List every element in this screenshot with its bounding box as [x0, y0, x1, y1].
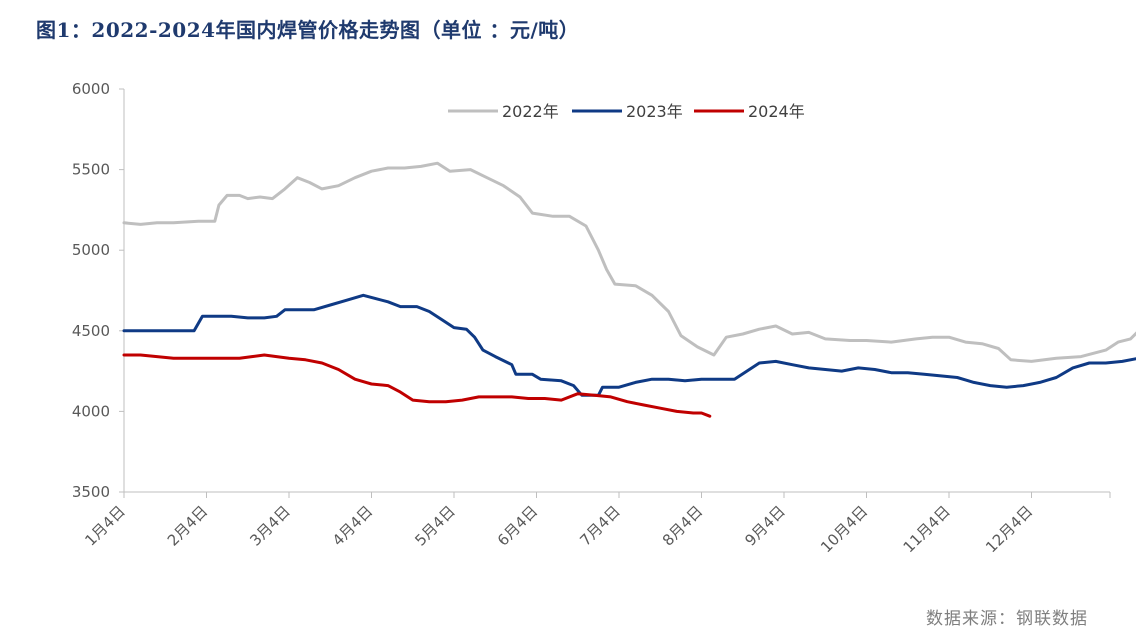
x-tick-label: 6月4日: [494, 502, 541, 549]
x-tick-label: 3月4日: [246, 502, 293, 549]
y-tick-label: 5000: [72, 241, 110, 259]
series-line-0: [122, 161, 1136, 363]
data-source: 数据来源：钢联数据: [926, 609, 1088, 629]
legend: 2022年 2023年 2024年: [448, 102, 805, 121]
legend-label-2: 2024年: [748, 102, 805, 121]
x-tick-label: 7月4日: [576, 502, 623, 549]
series-lines: [122, 161, 1136, 418]
y-tick-label: 4500: [72, 322, 110, 340]
x-tick-label: 1月4日: [81, 502, 128, 549]
axes: 3500 4000 4500 5000 5500 6000 1月4日 2月4日 3月4日 4月4日…: [72, 80, 1111, 556]
x-tick-label: 12月4日: [982, 502, 1036, 556]
series-line-1: [122, 293, 1136, 397]
x-tick-label: 5月4日: [411, 502, 458, 549]
x-tick-label: 2月4日: [164, 502, 211, 549]
series-line-2: [122, 353, 712, 418]
chart-title: 图1：2022-2024年国内焊管价格走势图（单位 ：元/吨）: [36, 18, 580, 42]
x-tick-label: 8月4日: [659, 502, 706, 549]
legend-label-0: 2022年: [502, 102, 559, 121]
x-tick-label: 9月4日: [741, 502, 788, 549]
y-tick-label: 3500: [72, 483, 110, 501]
x-tick-label: 4月4日: [329, 502, 376, 549]
x-tick-label: 11月4日: [900, 502, 954, 556]
y-tick-label: 4000: [72, 402, 110, 420]
y-tick-label: 5500: [72, 161, 110, 179]
x-tick-label: 10月4日: [817, 502, 871, 556]
y-tick-label: 6000: [72, 80, 110, 98]
legend-label-1: 2023年: [626, 102, 683, 121]
